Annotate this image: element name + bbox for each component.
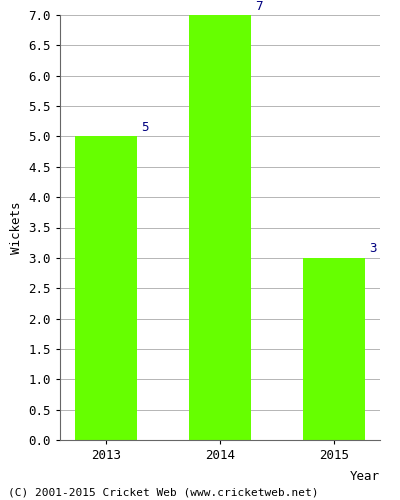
Text: Year: Year [350,470,380,483]
Y-axis label: Wickets: Wickets [10,201,23,254]
Bar [189,15,251,440]
Bar [303,258,366,440]
Text: 3: 3 [369,242,376,256]
Bar [74,136,137,440]
Text: 7: 7 [255,0,262,12]
Text: 5: 5 [141,121,148,134]
Text: (C) 2001-2015 Cricket Web (www.cricketweb.net): (C) 2001-2015 Cricket Web (www.cricketwe… [8,488,318,498]
